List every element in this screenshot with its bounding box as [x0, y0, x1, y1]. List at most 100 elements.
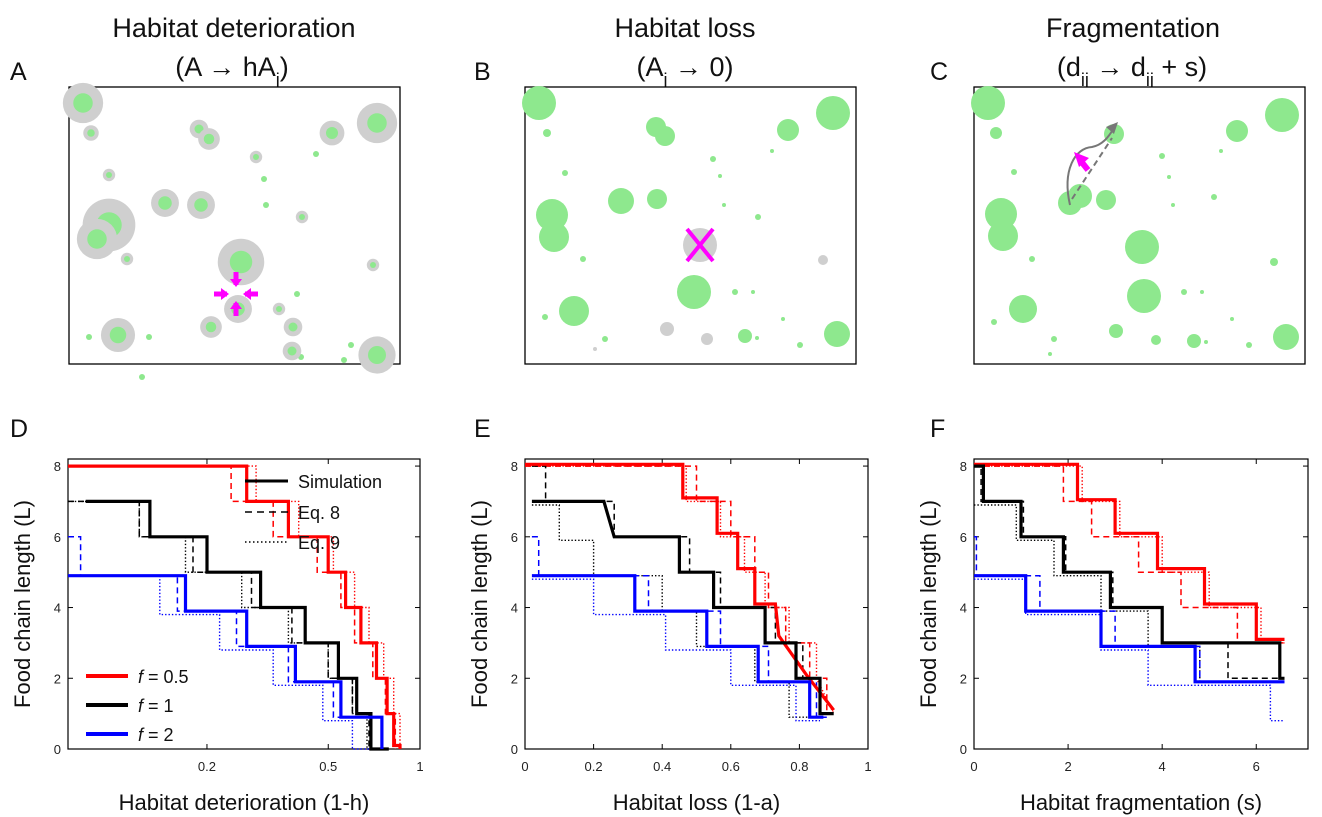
habitat-patch [299, 214, 305, 220]
plot-area [67, 458, 421, 750]
habitat-patch [86, 334, 92, 340]
series-layer [525, 462, 835, 722]
landscape-map-c [971, 86, 1306, 365]
habitat-patch [253, 154, 259, 160]
habitat-patch [263, 202, 269, 208]
landscape-map-b [522, 86, 857, 365]
y-axis-label: Food chain length (L) [467, 500, 492, 708]
habitat-patch [539, 222, 569, 252]
habitat-patch [660, 322, 674, 336]
y-tick-label: 4 [511, 601, 518, 616]
remove-x-icon [685, 227, 715, 263]
habitat-patch [818, 255, 828, 265]
series-f2-dotted [68, 575, 377, 750]
habitat-patch [536, 199, 568, 231]
habitat-patch [1219, 149, 1223, 153]
series-f05-solid [974, 462, 1285, 642]
legend-f05-label: f = 0.5 [138, 667, 189, 687]
habitat-patch [261, 176, 267, 182]
legend-eq9-label: Eq. 9 [298, 533, 340, 553]
x-tick-label: 0 [521, 759, 528, 774]
habitat-patch [1096, 190, 1116, 210]
charts-layer: 0 2 4 6 8 0.2 0.5 1 Habitat deterioration (1-h) F… [10, 458, 1309, 815]
habitat-patch [1009, 295, 1037, 323]
series-f2-dashed [68, 536, 373, 718]
habitat-patch [647, 189, 667, 209]
habitat-patch [971, 86, 1005, 120]
series-layer [68, 464, 402, 751]
panel-b-title: Habitat loss [614, 13, 755, 43]
habitat-patch [1187, 334, 1201, 348]
detour-arrow-icon [1066, 122, 1118, 206]
habitat-patch [777, 119, 799, 141]
habitat-patch [985, 198, 1017, 230]
series-f05-dashed [974, 465, 1285, 644]
habitat-patch [1125, 230, 1159, 264]
habitat-patch [1068, 184, 1092, 208]
habitat-patch [1167, 175, 1171, 179]
habitat-patch [1109, 324, 1123, 338]
habitat-patch [701, 333, 713, 345]
x-tick-label: 0.5 [319, 759, 337, 774]
habitat-patch [677, 275, 711, 309]
shrink-arrows-icon [214, 272, 258, 316]
habitat-patch [580, 256, 586, 262]
legend-f1-label: f = 1 [138, 696, 174, 716]
habitat-patch [294, 291, 300, 297]
habitat-patch [543, 129, 551, 137]
habitat-patch [1246, 342, 1252, 348]
chart-e: 0 2 4 6 8 0 0.2 0.4 0.6 0.8 1 Habitat loss (1-a) Foo… [467, 458, 872, 815]
y-tick-label: 6 [511, 530, 518, 545]
panel-letter-b: B [474, 58, 491, 86]
line-style-legend: Simulation Eq. 8 Eq. 9 [245, 472, 382, 553]
panel-letter-e: E [474, 415, 491, 443]
series-f05-dotted [974, 465, 1285, 644]
habitat-patch [1127, 279, 1161, 313]
habitat-patch [205, 321, 217, 333]
habitat-patch [87, 229, 107, 249]
chart-d: 0 2 4 6 8 0.2 0.5 1 Habitat deterioration (1-h) F… [10, 458, 424, 815]
habitat-patch [194, 124, 204, 134]
f-legend: f = 0.5 f = 1 f = 2 [86, 667, 189, 745]
habitat-patch [1270, 258, 1278, 266]
x-tick-label: 0.2 [198, 759, 216, 774]
x-tick-label: 6 [1253, 759, 1260, 774]
habitat-patch [1011, 169, 1017, 175]
y-tick-label: 0 [54, 742, 61, 757]
habitat-patch [276, 306, 282, 312]
y-tick-label: 8 [511, 459, 518, 474]
habitat-patch [1204, 340, 1208, 344]
habitat-patch [229, 250, 253, 274]
y-tick-label: 6 [960, 530, 967, 545]
y-tick-label: 8 [960, 459, 967, 474]
x-axis-label: Habitat deterioration (1-h) [119, 790, 370, 815]
y-tick-label: 2 [54, 671, 61, 686]
habitat-patch [106, 172, 112, 178]
habitat-patch [288, 322, 298, 332]
habitat-patch [367, 113, 387, 133]
series-f05-solid [525, 462, 835, 712]
y-tick-label: 4 [54, 601, 61, 616]
series-layer [974, 462, 1285, 722]
series-f05-dashed [525, 465, 828, 714]
habitat-patch [990, 127, 1002, 139]
habitat-patch [313, 151, 319, 157]
panel-c-title: Fragmentation [1046, 13, 1220, 43]
series-f2-dotted [531, 578, 820, 722]
panel-b-subtitle: (Aj → 0) [636, 52, 733, 90]
panel-a-subtitle: (A → hAj) [175, 52, 289, 90]
habitat-patch [755, 214, 761, 220]
habitat-patch [602, 336, 608, 342]
series-f05-solid [68, 464, 402, 749]
x-tick-label: 1 [416, 759, 423, 774]
habitat-patch [562, 170, 568, 176]
habitat-patch [816, 96, 850, 130]
x-tick-label: 0 [970, 759, 977, 774]
x-tick-label: 0.2 [585, 759, 603, 774]
series-f1-dotted [974, 504, 1285, 683]
series-f2-dashed [974, 536, 1285, 683]
habitat-patch [1051, 336, 1057, 342]
habitat-patch [73, 93, 93, 113]
legend-eq8-label: Eq. 8 [298, 503, 340, 523]
y-tick-label: 8 [54, 459, 61, 474]
